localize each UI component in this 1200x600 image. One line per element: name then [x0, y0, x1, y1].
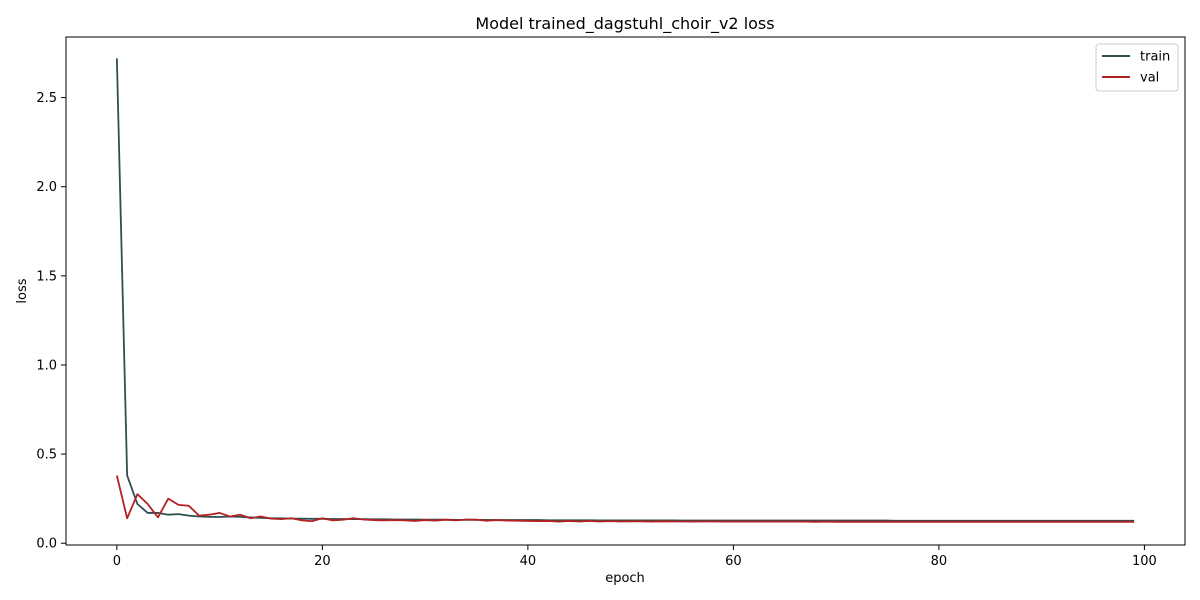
y-axis-label: loss: [15, 278, 30, 303]
x-tick-label: 20: [314, 554, 331, 569]
x-axis: 0 20 40 60 80 100: [113, 545, 1157, 569]
series-line-train: [115, 58, 1135, 522]
plot-area: [65, 36, 1186, 546]
chart-title: Model trained_dagstuhl_choir_v2 loss: [475, 14, 774, 34]
x-tick-label: 100: [1132, 554, 1157, 569]
legend-label-train: train: [1140, 50, 1170, 65]
legend: train val: [1095, 43, 1179, 92]
series-layer: [115, 58, 1135, 523]
y-tick-label: 2.5: [36, 91, 57, 106]
y-tick-label: 0.5: [36, 448, 57, 463]
x-tick-label: 80: [931, 554, 948, 569]
x-tick-label: 60: [725, 554, 742, 569]
x-tick-label: 40: [520, 554, 537, 569]
y-tick-label: 0.0: [36, 537, 57, 552]
y-axis: 0.0 0.5 1.0 1.5 2.0 2.5: [36, 91, 66, 552]
y-tick-label: 1.0: [36, 358, 57, 373]
y-tick-label: 1.5: [36, 269, 57, 284]
series-line-val: [115, 475, 1135, 523]
x-axis-label: epoch: [605, 571, 645, 586]
legend-label-val: val: [1140, 71, 1159, 86]
x-tick-label: 0: [113, 554, 121, 569]
y-tick-label: 2.0: [36, 180, 57, 195]
